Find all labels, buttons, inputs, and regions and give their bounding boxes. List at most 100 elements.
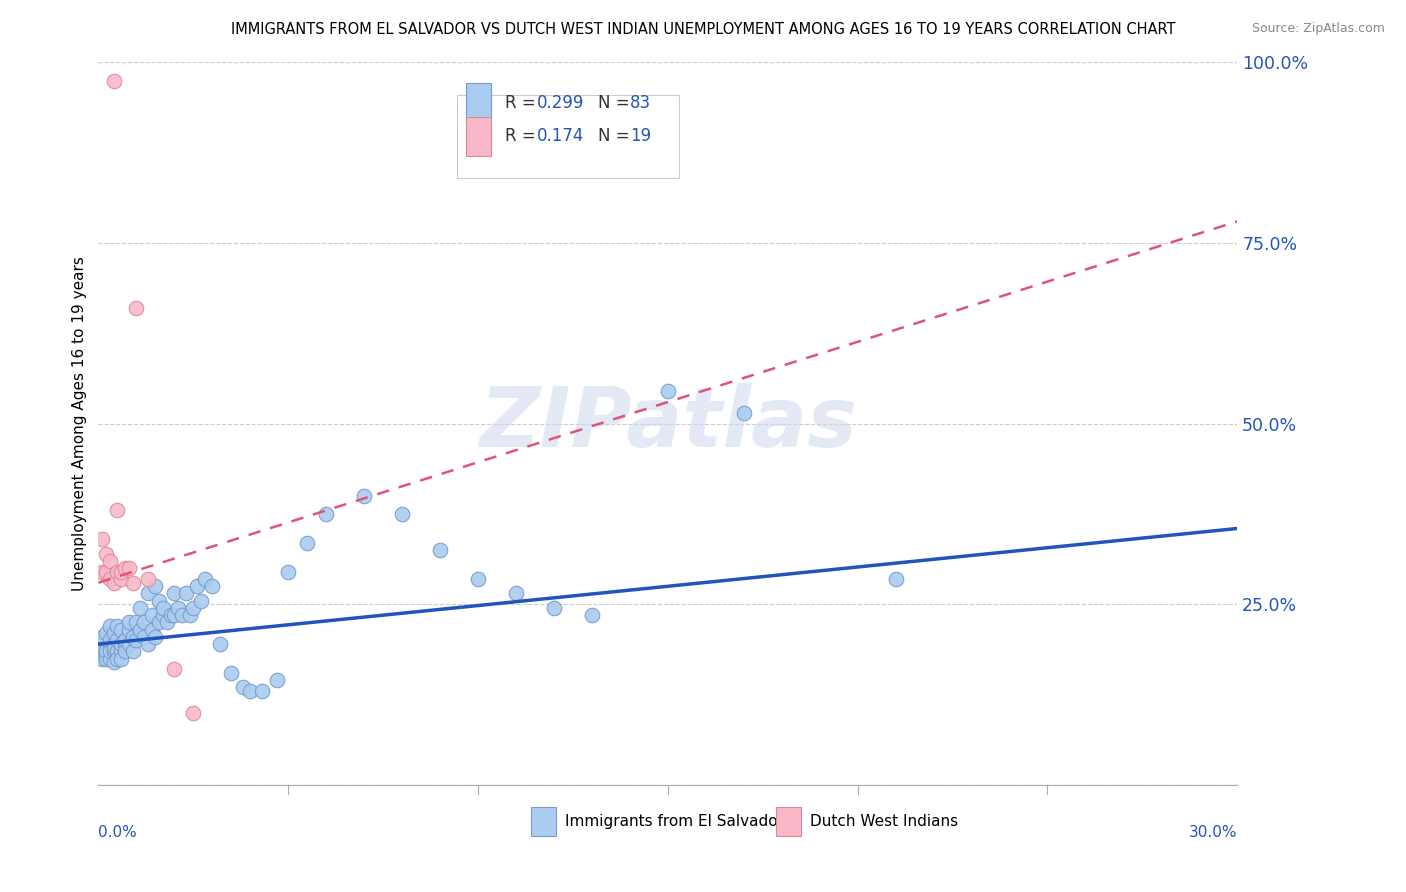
Point <box>190 593 212 607</box>
Point <box>315 507 337 521</box>
Point <box>505 586 527 600</box>
Point <box>98 633 121 648</box>
Point <box>103 644 125 658</box>
Point <box>98 651 121 665</box>
Text: Source: ZipAtlas.com: Source: ZipAtlas.com <box>1251 22 1385 36</box>
Point <box>186 579 208 593</box>
Point <box>183 601 205 615</box>
Point <box>110 572 132 586</box>
Point <box>94 565 117 579</box>
Text: IMMIGRANTS FROM EL SALVADOR VS DUTCH WEST INDIAN UNEMPLOYMENT AMONG AGES 16 TO 1: IMMIGRANTS FROM EL SALVADOR VS DUTCH WES… <box>231 22 1175 37</box>
Point <box>94 547 117 561</box>
Point <box>125 633 148 648</box>
Point <box>239 684 262 698</box>
Text: N =: N = <box>599 94 636 112</box>
Point <box>98 572 121 586</box>
Point <box>91 637 114 651</box>
Bar <box>467 83 491 122</box>
Point <box>118 637 141 651</box>
Text: 0.299: 0.299 <box>537 94 585 112</box>
Point <box>98 644 121 658</box>
Point <box>163 662 186 676</box>
Text: 30.0%: 30.0% <box>1189 825 1237 839</box>
FancyBboxPatch shape <box>457 95 679 178</box>
Text: R =: R = <box>505 128 541 145</box>
Text: R =: R = <box>505 94 541 112</box>
Point <box>129 623 152 637</box>
Point <box>221 665 243 680</box>
Point <box>148 593 170 607</box>
Point <box>103 73 125 87</box>
Point <box>98 619 121 633</box>
Point <box>91 533 114 547</box>
Point <box>107 619 129 633</box>
Point <box>136 586 159 600</box>
Point <box>183 706 205 720</box>
Point <box>91 630 114 644</box>
Point <box>194 572 217 586</box>
Point <box>208 637 231 651</box>
Point <box>107 503 129 517</box>
Point <box>581 608 603 623</box>
Text: ZIPatlas: ZIPatlas <box>479 384 856 464</box>
Point <box>107 644 129 658</box>
Point <box>152 608 174 623</box>
Point <box>94 644 117 658</box>
Point <box>232 681 254 695</box>
Point <box>543 601 565 615</box>
Point <box>145 630 167 644</box>
Point <box>103 637 125 651</box>
Point <box>107 651 129 665</box>
Point <box>91 565 114 579</box>
Point <box>167 601 190 615</box>
Point <box>114 637 136 651</box>
Text: 19: 19 <box>630 128 651 145</box>
Point <box>141 623 163 637</box>
Text: Immigrants from El Salvador: Immigrants from El Salvador <box>565 814 785 829</box>
Point <box>159 608 181 623</box>
Point <box>118 615 141 630</box>
Point <box>170 608 193 623</box>
Point <box>132 630 155 644</box>
Point <box>163 586 186 600</box>
Y-axis label: Unemployment Among Ages 16 to 19 years: Unemployment Among Ages 16 to 19 years <box>72 256 87 591</box>
Point <box>467 572 489 586</box>
Point <box>297 536 319 550</box>
Point <box>125 615 148 630</box>
Point <box>103 655 125 669</box>
Point <box>136 572 159 586</box>
Bar <box>467 117 491 156</box>
Point <box>91 644 114 658</box>
Point <box>141 608 163 623</box>
Point <box>110 644 132 658</box>
Point <box>156 615 179 630</box>
Point <box>179 608 201 623</box>
Point <box>98 554 121 568</box>
Point <box>121 630 143 644</box>
Point <box>94 648 117 662</box>
Point <box>114 633 136 648</box>
Text: 83: 83 <box>630 94 651 112</box>
Point <box>114 561 136 575</box>
Point <box>657 384 679 399</box>
Point <box>152 601 174 615</box>
Point <box>201 579 224 593</box>
Text: 0.174: 0.174 <box>537 128 585 145</box>
Bar <box>531 806 557 836</box>
Point <box>107 633 129 648</box>
Point <box>94 626 117 640</box>
Text: Dutch West Indians: Dutch West Indians <box>810 814 959 829</box>
Point <box>98 637 121 651</box>
Point <box>132 615 155 630</box>
Point <box>103 640 125 655</box>
Text: N =: N = <box>599 128 636 145</box>
Point <box>163 608 186 623</box>
Point <box>121 575 143 590</box>
Point <box>884 572 907 586</box>
Point <box>121 644 143 658</box>
Point <box>94 651 117 665</box>
Point <box>266 673 288 688</box>
Point <box>174 586 197 600</box>
Point <box>103 575 125 590</box>
Point <box>107 565 129 579</box>
